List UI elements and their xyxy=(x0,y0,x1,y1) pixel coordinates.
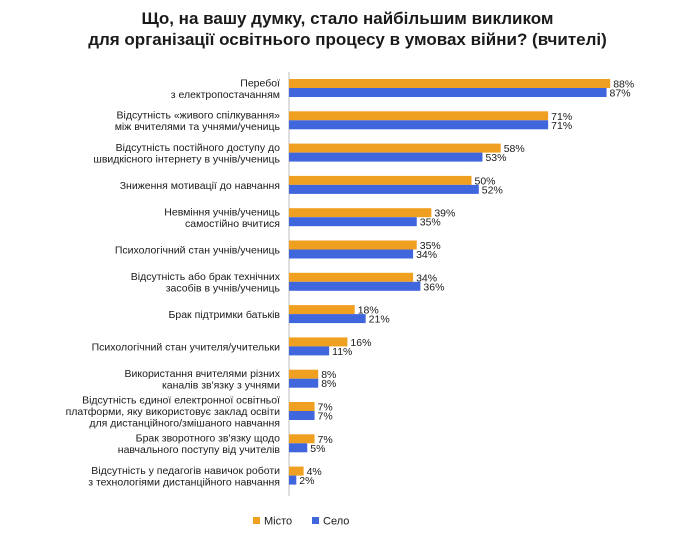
bar-selo-5 xyxy=(289,249,414,259)
bar-misto-7 xyxy=(289,305,355,315)
category-label-2-line-0: Відсутність постійного доступу до xyxy=(116,142,280,154)
category-label-4-line-1: самостійно вчитися xyxy=(185,218,280,230)
value-label-selo-2: 53% xyxy=(485,152,506,164)
bar-misto-6 xyxy=(289,272,414,282)
category-label-7-line-0: Брак підтримки батьків xyxy=(168,309,280,321)
bar-selo-0 xyxy=(289,88,607,97)
category-label-6-line-0: Відсутність або брак технічних xyxy=(131,271,281,283)
bar-misto-1 xyxy=(289,111,549,121)
value-label-selo-0: 87% xyxy=(610,88,631,100)
category-label-4-line-0: Невміння учнів/учениць xyxy=(164,206,280,218)
category-label-8-line-0: Психологічний стан учителя/учительки xyxy=(92,341,281,353)
category-label-9-line-0: Використання вчителями різних xyxy=(125,368,281,380)
legend-label-selo: Село xyxy=(323,516,349,528)
category-label-5-line-0: Психологічний стан учнів/учениць xyxy=(115,245,281,257)
value-label-misto-12: 4% xyxy=(307,466,322,478)
category-label-11-line-1: навчального поступу від учителів xyxy=(118,444,281,456)
bar-misto-4 xyxy=(289,208,432,218)
value-label-misto-11: 7% xyxy=(318,434,333,446)
value-label-misto-8: 16% xyxy=(350,337,371,349)
value-label-selo-1: 71% xyxy=(551,120,572,132)
chart-title-line-2: для організації освітнього процесу в умо… xyxy=(88,30,607,49)
value-label-misto-3: 50% xyxy=(475,175,496,187)
value-label-selo-3: 52% xyxy=(482,184,503,196)
value-label-misto-10: 7% xyxy=(318,402,333,414)
bar-misto-2 xyxy=(289,143,501,153)
value-label-misto-2: 58% xyxy=(504,143,525,155)
category-label-10-line-0: Відсутність єдиної електронної освітньої xyxy=(82,395,280,407)
bar-selo-9 xyxy=(289,378,319,388)
value-label-misto-9: 8% xyxy=(321,369,336,381)
value-label-selo-6: 36% xyxy=(423,281,444,293)
category-label-3-line-0: Зниження мотивації до навчання xyxy=(120,180,280,192)
legend-swatch-misto xyxy=(253,517,260,524)
bar-selo-3 xyxy=(289,184,479,194)
category-label-1-line-0: Відсутність «живого спілкування» xyxy=(116,110,280,122)
legend: Місто Село xyxy=(253,516,349,528)
category-label-6-line-1: засобів в учнів/учениць xyxy=(166,283,281,295)
bar-selo-1 xyxy=(289,120,549,130)
value-label-selo-12: 2% xyxy=(299,475,314,487)
category-label-12-line-0: Відсутність у педагогів навичок роботи xyxy=(91,465,280,477)
bar-misto-10 xyxy=(289,402,315,411)
chart-title-line-1: Що, на вашу думку, стало найбільшим викл… xyxy=(141,9,554,28)
category-label-2-line-1: швидкісного інтернету в учнів/учениць xyxy=(93,153,280,165)
chart-title: Що, на вашу думку, стало найбільшим викл… xyxy=(0,8,695,50)
value-label-selo-4: 35% xyxy=(420,217,441,229)
category-label-10-line-1: платформи, яку використовує заклад освіт… xyxy=(66,406,281,418)
category-label-0-line-0: Перебої xyxy=(240,77,280,89)
bar-selo-2 xyxy=(289,152,483,162)
value-label-misto-1: 71% xyxy=(551,111,572,123)
bar-misto-8 xyxy=(289,337,348,347)
bar-selo-6 xyxy=(289,281,421,291)
category-label-0-line-1: з електропостачанням xyxy=(171,89,280,101)
category-label-11-line-0: Брак зворотного зв'язку щодо xyxy=(136,433,280,445)
bar-selo-11 xyxy=(289,443,308,453)
value-label-misto-5: 35% xyxy=(420,240,441,252)
value-label-selo-8: 11% xyxy=(332,346,352,358)
category-label-10-line-2: для дистанційного/змішаного навчання xyxy=(89,418,280,430)
value-label-selo-9: 8% xyxy=(321,378,336,390)
bar-misto-11 xyxy=(289,434,315,444)
category-label-9-line-1: каналів зв'язку з учнями xyxy=(162,379,280,391)
legend-swatch-selo xyxy=(312,517,319,524)
bar-misto-5 xyxy=(289,240,417,250)
bar-misto-3 xyxy=(289,175,472,185)
bar-misto-0 xyxy=(289,79,611,88)
value-label-misto-7: 18% xyxy=(358,305,379,317)
bar-selo-8 xyxy=(289,346,330,356)
value-label-selo-5: 34% xyxy=(416,249,437,261)
category-label-12-line-1: з технологіями дистанційного навчання xyxy=(88,476,280,488)
category-label-1-line-1: між вчителями та учнями/учениць xyxy=(115,121,281,133)
value-label-misto-6: 34% xyxy=(416,272,437,284)
value-label-misto-4: 39% xyxy=(434,208,455,220)
bar-misto-9 xyxy=(289,369,319,379)
bar-misto-12 xyxy=(289,466,304,476)
value-label-selo-11: 5% xyxy=(310,443,325,455)
bar-selo-10 xyxy=(289,411,315,420)
value-label-misto-0: 88% xyxy=(613,79,634,91)
bar-selo-4 xyxy=(289,217,417,227)
value-label-selo-10: 7% xyxy=(318,411,333,423)
bar-selo-12 xyxy=(289,475,297,485)
bars-group: 88%87%71%71%58%53%50%52%39%35%35%34%34%3… xyxy=(289,79,634,487)
legend-label-misto: Місто xyxy=(264,516,292,528)
bar-selo-7 xyxy=(289,314,366,324)
value-label-selo-7: 21% xyxy=(369,314,390,326)
